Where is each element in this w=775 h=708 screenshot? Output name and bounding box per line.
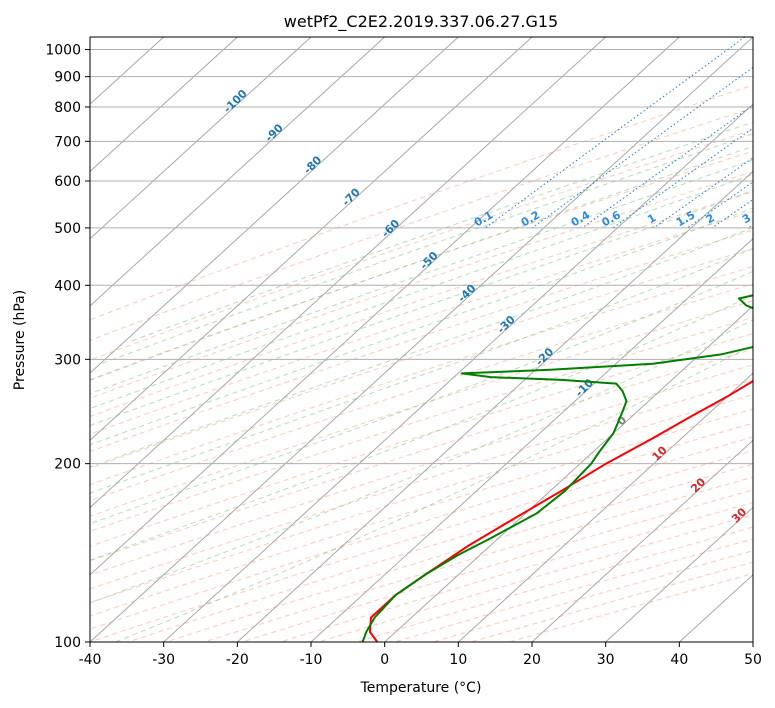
moist-adiabat <box>115 344 753 642</box>
axes-layer: -40 -30 -20 -10 0 10 20 30 40 50 100 200 300 400 500 60… <box>45 43 762 668</box>
y-tick-label: 600 <box>54 174 81 190</box>
y-tick-label: 200 <box>54 457 81 473</box>
moist-adiabat <box>90 207 753 446</box>
dry-adiabat <box>90 332 753 547</box>
isotherm-line <box>90 37 238 173</box>
x-tick-label: 50 <box>744 652 762 668</box>
isotherm-line <box>90 37 607 509</box>
y-tick-label: 700 <box>54 134 81 150</box>
y-tick-label: 900 <box>54 70 81 86</box>
plot-frame <box>89 36 754 643</box>
x-tick-label: -20 <box>226 652 249 668</box>
y-tick-label: 500 <box>54 221 81 237</box>
x-tick-label: 10 <box>449 652 467 668</box>
y-tick-label: 300 <box>54 352 81 368</box>
dry-adiabat <box>90 171 753 399</box>
dry-adiabat <box>90 283 753 502</box>
dry-adiabat <box>90 348 753 562</box>
temperature-line <box>368 379 753 642</box>
isotherm-line <box>457 372 753 642</box>
y-tick-label: 100 <box>54 635 81 651</box>
dry-adiabat <box>90 300 753 517</box>
isotherm-line <box>384 305 753 642</box>
x-tick-label: -30 <box>152 652 175 668</box>
moist-adiabat <box>90 248 753 494</box>
dewpoint-line <box>361 294 753 642</box>
isotherm-line <box>90 37 753 642</box>
moist-adiabat <box>101 133 753 365</box>
dry-adiabat <box>90 379 753 590</box>
dry-adiabat <box>90 150 753 381</box>
x-tick-label: -40 <box>79 652 102 668</box>
dry-adiabat <box>90 191 753 417</box>
dry-adiabat <box>90 247 753 469</box>
y-tick-label: 400 <box>54 278 81 294</box>
isotherm-line <box>90 37 680 576</box>
dry-adiabat <box>90 210 753 435</box>
isotherm-line <box>163 103 753 642</box>
x-tick-label: 20 <box>523 652 541 668</box>
isotherm-line <box>605 506 753 642</box>
mixing-ratio-line <box>653 157 753 229</box>
x-axis-title: Temperature (°C) <box>360 680 482 696</box>
isotherm-line <box>90 37 312 240</box>
y-axis-title: Pressure (hPa) <box>12 290 28 390</box>
isotherm-line <box>90 37 533 442</box>
isotherm-line <box>90 37 459 374</box>
moist-adiabat <box>127 121 753 344</box>
mixing-ratio-line <box>531 66 753 229</box>
background-lines <box>90 37 753 642</box>
moist-adiabat <box>90 159 753 395</box>
isotherm-line <box>531 439 753 642</box>
mixing-ratio-line <box>484 37 746 229</box>
dry-adiabat <box>90 394 753 604</box>
series-layer <box>361 294 753 642</box>
isotherm-line <box>236 170 753 642</box>
y-tick-label: 1000 <box>45 43 81 59</box>
y-tick-label: 800 <box>54 100 81 116</box>
x-tick-label: 0 <box>380 652 389 668</box>
isotherm-line <box>310 237 753 642</box>
x-tick-label: 30 <box>597 652 615 668</box>
x-tick-label: 40 <box>670 652 688 668</box>
isotherm-line <box>90 37 386 307</box>
chart-title: wetPf2_C2E2.2019.337.06.27.G15 <box>284 12 558 32</box>
x-tick-label: -10 <box>300 652 323 668</box>
dry-adiabat <box>90 84 753 321</box>
